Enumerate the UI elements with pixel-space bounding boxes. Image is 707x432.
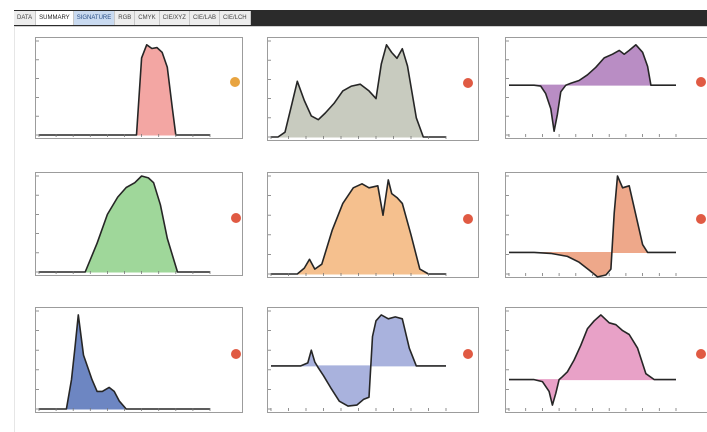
status-dot-r1c2 bbox=[463, 78, 473, 88]
chart-panel-r2c1 bbox=[35, 172, 243, 276]
chart-panel-r3c1 bbox=[35, 307, 243, 413]
chart-svg bbox=[506, 40, 677, 137]
chart-svg bbox=[36, 40, 211, 137]
chart-panel-r1c1 bbox=[35, 37, 243, 139]
chart-svg bbox=[268, 310, 447, 411]
series-line bbox=[271, 44, 446, 138]
tab-strip: DATA SUMMARY SIGNATURE RGB CMYK CIE/XYZ … bbox=[14, 10, 707, 27]
series-area bbox=[271, 179, 446, 274]
series-area bbox=[271, 44, 446, 137]
chart-panel-r1c2 bbox=[267, 37, 479, 141]
chart-panel-r3c2 bbox=[267, 307, 479, 413]
tab-cmyk[interactable]: CMYK bbox=[135, 11, 160, 25]
series-area bbox=[271, 314, 446, 407]
status-dot-r3c3 bbox=[696, 349, 706, 359]
chart-svg bbox=[36, 310, 211, 411]
status-dot-r2c1 bbox=[231, 213, 241, 223]
tab-rgb[interactable]: RGB bbox=[115, 11, 136, 25]
series-line bbox=[39, 44, 210, 136]
chart-svg bbox=[268, 175, 447, 276]
status-dot-r2c2 bbox=[463, 214, 473, 224]
series-area bbox=[509, 314, 676, 406]
series-area bbox=[39, 176, 210, 272]
chart-svg bbox=[506, 175, 677, 278]
series-area bbox=[39, 314, 210, 409]
series-area bbox=[39, 44, 210, 135]
series-line bbox=[39, 175, 210, 273]
series-line bbox=[509, 175, 676, 278]
left-divider bbox=[14, 27, 15, 432]
series-line bbox=[271, 314, 446, 407]
tab-data[interactable]: DATA bbox=[14, 11, 37, 25]
chart-panel-r2c3 bbox=[505, 172, 707, 278]
chart-svg bbox=[506, 310, 677, 411]
chart-panel-r1c3 bbox=[505, 37, 707, 139]
tab-signature[interactable]: SIGNATURE bbox=[73, 11, 116, 25]
tab-cie-lab[interactable]: CIE/LAB bbox=[189, 11, 220, 25]
series-line bbox=[509, 44, 676, 132]
chart-svg bbox=[268, 40, 447, 139]
chart-panel-r2c2 bbox=[267, 172, 479, 278]
status-dot-r3c2 bbox=[463, 349, 473, 359]
tab-cie-xyz[interactable]: CIE/XYZ bbox=[159, 11, 190, 25]
status-dot-r3c1 bbox=[231, 349, 241, 359]
series-line bbox=[271, 179, 446, 275]
chart-panel-r3c3 bbox=[505, 307, 707, 413]
status-dot-r1c1 bbox=[230, 77, 240, 87]
tab-summary[interactable]: SUMMARY bbox=[36, 11, 74, 25]
tab-list: DATA SUMMARY SIGNATURE RGB CMYK CIE/XYZ … bbox=[14, 10, 251, 26]
series-line bbox=[509, 314, 676, 406]
status-dot-r1c3 bbox=[696, 77, 706, 87]
series-line bbox=[39, 314, 210, 410]
series-area bbox=[509, 44, 676, 132]
series-area bbox=[509, 176, 676, 277]
tab-cie-lch[interactable]: CIE/LCH bbox=[219, 11, 251, 25]
status-dot-r2c3 bbox=[696, 214, 706, 224]
chart-svg bbox=[36, 175, 211, 274]
